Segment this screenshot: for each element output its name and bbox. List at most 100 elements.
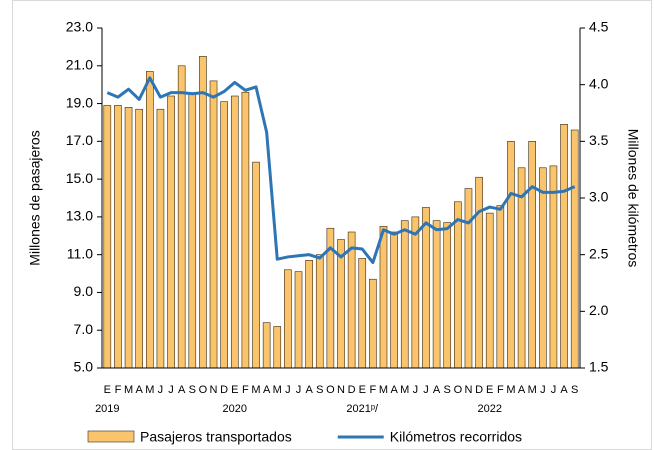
y-axis-title: Millones de pasajeros xyxy=(27,130,43,265)
bar xyxy=(199,56,207,369)
x-tick-label: M xyxy=(124,384,133,396)
x-tick-label: A xyxy=(305,384,313,396)
x-tick-label: O xyxy=(454,384,463,396)
bar xyxy=(507,141,515,369)
year-label: 2022 xyxy=(477,403,501,415)
y2-tick-label: 4.5 xyxy=(589,19,609,35)
bar xyxy=(496,205,505,369)
y-tick-label: 19.0 xyxy=(66,94,93,110)
x-tick-label: J xyxy=(158,384,164,396)
x-tick-label: F xyxy=(369,384,376,396)
line-series xyxy=(106,76,576,265)
bar xyxy=(262,322,271,369)
bar xyxy=(273,326,282,369)
x-tick-label: M xyxy=(145,384,154,396)
bar xyxy=(528,141,537,369)
legend-label: Kilómetros recorridos xyxy=(390,429,522,445)
bar xyxy=(400,220,409,369)
x-tick-label: J xyxy=(285,384,291,396)
legend-label: Pasajeros transportados xyxy=(140,429,292,445)
x-tick-label: A xyxy=(263,384,271,396)
x-tick-label: N xyxy=(337,384,345,396)
bar xyxy=(294,271,303,369)
x-tick-label: S xyxy=(571,384,578,396)
bar xyxy=(337,239,345,369)
bar xyxy=(485,212,494,369)
bar xyxy=(411,216,420,369)
bar xyxy=(167,95,175,369)
y2-tick-label: 4.0 xyxy=(589,75,609,91)
bar xyxy=(454,201,462,369)
bar xyxy=(252,161,260,369)
x-tick-label: A xyxy=(560,384,568,396)
bar xyxy=(156,108,165,369)
bar xyxy=(347,231,356,369)
bar xyxy=(560,124,568,369)
x-tick-label: M xyxy=(273,384,282,396)
x-tick-label: S xyxy=(316,384,323,396)
x-tick-label: F xyxy=(497,384,504,396)
x-tick-label: M xyxy=(528,384,537,396)
y2-tick-label: 3.5 xyxy=(589,132,609,148)
x-tick-label: M xyxy=(506,384,515,396)
bar xyxy=(549,165,558,369)
x-tick-label: J xyxy=(540,384,546,396)
x-tick-label: E xyxy=(359,384,366,396)
x-tick-label: E xyxy=(104,384,111,396)
x-tick-label: J xyxy=(413,384,419,396)
bar xyxy=(358,258,367,369)
x-tick-label: S xyxy=(444,384,451,396)
x-tick-label: A xyxy=(390,384,398,396)
y-tick-label: 15.0 xyxy=(66,170,93,186)
bar xyxy=(443,222,452,369)
bar xyxy=(422,207,430,369)
bar xyxy=(103,105,112,369)
x-tick-label: F xyxy=(242,384,249,396)
y-tick-label: 5.0 xyxy=(74,359,94,375)
bar xyxy=(124,107,133,369)
year-label: 2020 xyxy=(223,403,247,415)
y-tick-label: 9.0 xyxy=(74,283,94,299)
x-tick-label: A xyxy=(178,384,186,396)
bar xyxy=(432,220,441,369)
bar xyxy=(305,260,313,369)
y2-tick-label: 2.0 xyxy=(589,302,609,318)
y2-tick-label: 1.5 xyxy=(589,359,609,375)
year-label: 2021ᵖ/ xyxy=(346,403,379,415)
y2-axis-title: Millones de kilómetros xyxy=(625,129,641,268)
year-label: 2019 xyxy=(95,403,119,415)
y2-tick-label: 2.5 xyxy=(589,245,609,261)
y2-tick-label: 3.0 xyxy=(589,189,609,205)
bar xyxy=(177,65,186,369)
bar xyxy=(369,278,377,369)
x-tick-label: E xyxy=(231,384,238,396)
x-tick-label: F xyxy=(115,384,122,396)
y-tick-label: 13.0 xyxy=(66,208,93,224)
bar xyxy=(114,105,122,369)
x-tick-label: N xyxy=(464,384,472,396)
x-tick-label: J xyxy=(296,384,302,396)
bar xyxy=(241,91,250,369)
x-tick-label: D xyxy=(348,384,356,396)
x-tick-label: E xyxy=(486,384,493,396)
x-tick-label: A xyxy=(518,384,526,396)
y-tick-label: 17.0 xyxy=(66,132,93,148)
bar xyxy=(209,80,218,369)
bar xyxy=(464,188,473,369)
x-tick-label: M xyxy=(251,384,260,396)
x-tick-label: D xyxy=(220,384,228,396)
legend-swatch xyxy=(87,430,135,443)
x-tick-label: M xyxy=(379,384,388,396)
bar xyxy=(230,95,239,369)
bar xyxy=(379,226,388,369)
x-tick-label: J xyxy=(423,384,429,396)
bar xyxy=(220,101,228,369)
bar xyxy=(188,93,197,369)
x-tick-label: O xyxy=(326,384,335,396)
bar xyxy=(145,71,154,369)
y-tick-label: 23.0 xyxy=(66,19,93,35)
y-tick-label: 21.0 xyxy=(66,56,93,72)
bar xyxy=(284,269,292,369)
x-tick-label: D xyxy=(475,384,483,396)
x-tick-label: S xyxy=(189,384,196,396)
